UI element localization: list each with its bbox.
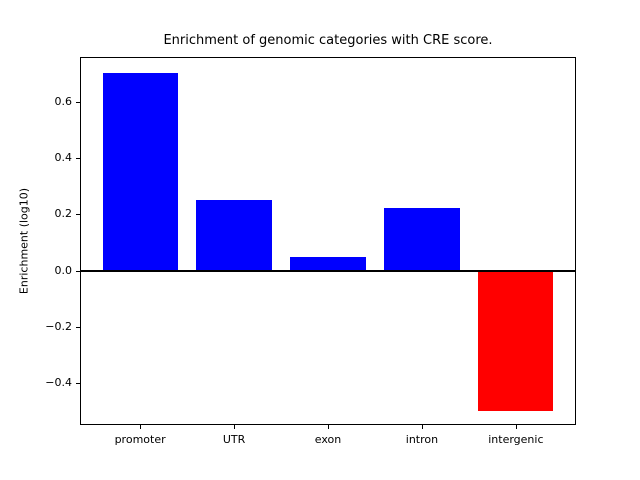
bar-promoter [102,72,178,271]
x-tick-mark [421,425,423,429]
y-tick-label: −0.2 [45,319,72,333]
y-tick-label: 0.6 [54,95,73,109]
zero-line [81,269,575,272]
y-tick-label: 0.2 [54,207,73,221]
x-tick-label-promoter: promoter [114,433,166,446]
bar-exon [290,256,366,271]
y-tick-label: 0.0 [54,263,73,277]
x-tick-label-intron: intron [405,433,439,446]
y-tick-mark [76,214,80,216]
x-tick-mark [515,425,517,429]
x-tick-label-exon: exon [314,433,342,446]
x-tick-mark [140,425,142,429]
y-tick-mark [76,326,80,328]
bar-intron [384,207,460,271]
x-tick-mark [234,425,236,429]
y-tick-mark [76,382,80,384]
x-tick-label-intergenic: intergenic [488,433,544,446]
y-tick-label: −0.4 [45,375,72,389]
plot-area [80,57,576,425]
y-tick-mark [76,102,80,104]
x-tick-label-UTR: UTR [222,433,246,446]
bar-intergenic [478,270,554,411]
y-axis-label: Enrichment (log10) [17,187,31,295]
bar-UTR [196,199,272,271]
y-tick-label: 0.4 [54,151,73,165]
chart-title: Enrichment of genomic categories with CR… [163,33,493,48]
y-tick-mark [76,270,80,272]
x-tick-mark [328,425,329,429]
y-tick-mark [76,158,80,160]
